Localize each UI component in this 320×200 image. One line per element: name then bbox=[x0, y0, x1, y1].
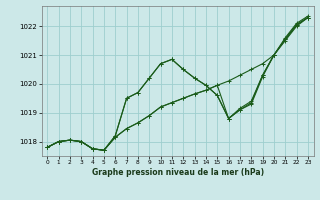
X-axis label: Graphe pression niveau de la mer (hPa): Graphe pression niveau de la mer (hPa) bbox=[92, 168, 264, 177]
